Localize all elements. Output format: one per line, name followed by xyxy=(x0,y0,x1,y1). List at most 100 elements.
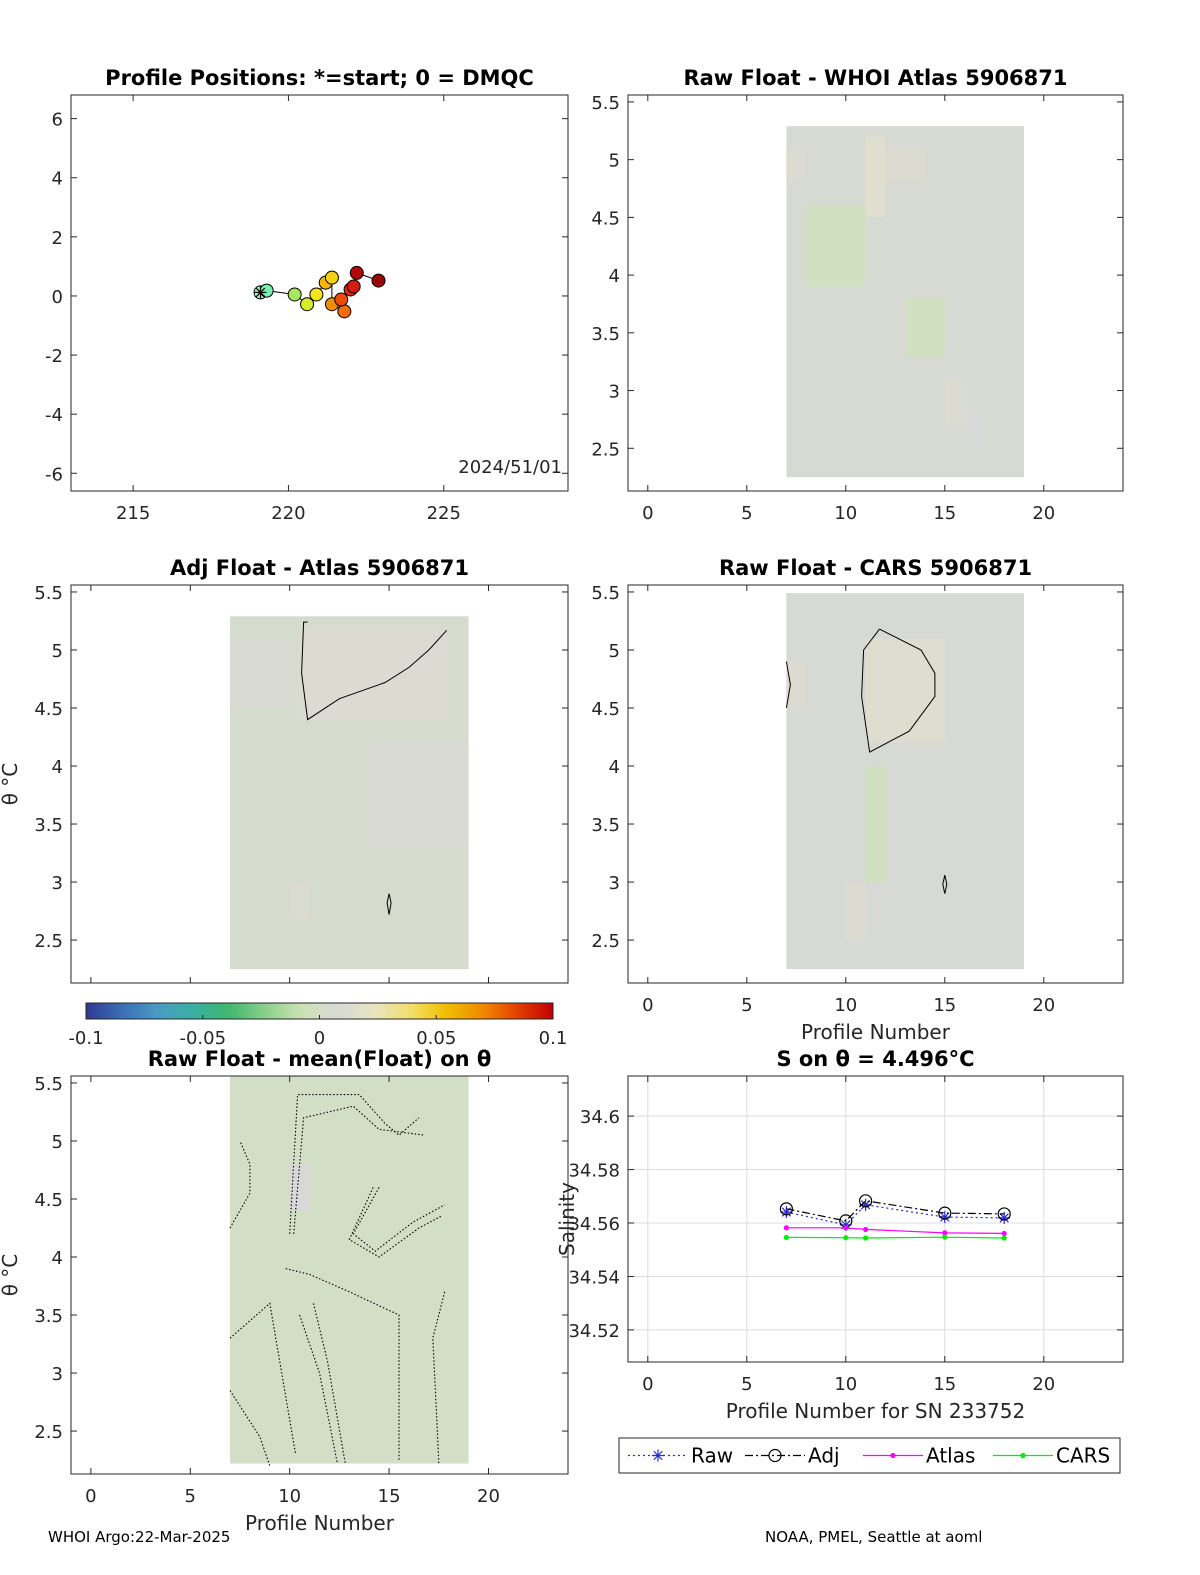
axes-frame xyxy=(627,1075,1124,1363)
footer-right: NOAA, PMEL, Seattle at aoml xyxy=(765,1528,983,1546)
footer-left: WHOI Argo:22-Mar-2025 xyxy=(48,1528,231,1546)
x-tick-label: 0 xyxy=(642,1374,653,1395)
profile-point xyxy=(300,297,315,312)
y-tick-label: 4 xyxy=(52,169,63,190)
profile-point xyxy=(337,304,352,319)
data-point xyxy=(783,1225,790,1231)
y-tick-label: 2.5 xyxy=(34,931,63,952)
y-tick-label: 3.5 xyxy=(591,815,620,836)
y-tick-label: 34.6 xyxy=(580,1107,620,1128)
legend-label: CARS xyxy=(1056,1444,1110,1468)
data-point xyxy=(783,1234,790,1241)
x-tick-label: 10 xyxy=(278,1486,301,1507)
x-tick-label: 0 xyxy=(642,995,653,1016)
y-tick-label: 5.5 xyxy=(34,583,63,604)
salinity-legend: Raw Adj Atlas CARS xyxy=(618,1437,1121,1474)
y-tick-label: 3 xyxy=(52,1364,63,1385)
y-tick-label: 3.5 xyxy=(34,1306,63,1327)
contour-line xyxy=(785,661,791,709)
data-point xyxy=(1001,1230,1007,1237)
axes-frame xyxy=(70,584,569,984)
x-tick-label: 20 xyxy=(1032,503,1055,524)
y-tick-label: 2 xyxy=(52,228,63,249)
x-tick-label: 15 xyxy=(933,1374,956,1395)
legend-item-atlas: Atlas xyxy=(863,1444,975,1468)
x-tick-label: 20 xyxy=(477,1486,500,1507)
x-tick-label: 5 xyxy=(741,503,752,524)
x-axis-label: Profile Number for SN 233752 xyxy=(726,1399,1025,1423)
profile-point xyxy=(324,270,339,285)
series-line xyxy=(786,1227,1005,1234)
profile-point xyxy=(334,292,349,307)
y-tick-label: 3.5 xyxy=(34,815,63,836)
y-tick-label: 5.5 xyxy=(591,583,620,604)
profile-point xyxy=(287,287,302,302)
y-tick-label: 4 xyxy=(609,757,620,778)
heatmap-cell xyxy=(786,148,807,183)
y-tick-label: 3 xyxy=(609,382,620,403)
data-point xyxy=(780,1206,793,1219)
date-annotation: 2024/51/01 xyxy=(458,457,562,478)
heatmap-cell xyxy=(845,882,866,941)
profile-point xyxy=(346,279,361,294)
star-stroke xyxy=(999,1213,1009,1223)
panel-raw-float-cars: 0 5 10 15 20 2.5 3 3.5 4 4.5 5 5.5 Raw Float - CARS … xyxy=(591,556,1124,1044)
series-adj xyxy=(779,1194,1011,1228)
y-axis-label: θ °C xyxy=(0,1254,22,1297)
y-tick-label: -2 xyxy=(45,346,63,367)
data-point xyxy=(942,1230,948,1236)
chart-title: Raw Float - WHOI Atlas 5906871 xyxy=(683,66,1067,90)
chart-title: Raw Float - mean(Float) on θ xyxy=(148,1047,492,1071)
contour-line xyxy=(289,1094,420,1234)
legend-item-raw: Raw xyxy=(628,1444,733,1468)
y-tick-label: 34.52 xyxy=(568,1321,620,1342)
y-tick-label: 4.5 xyxy=(591,699,620,720)
x-tick-label: 20 xyxy=(1032,1374,1055,1395)
y-axis-label: Salinity xyxy=(555,1182,579,1256)
colorbar-tick-label: 0.1 xyxy=(539,1028,568,1049)
y-tick-label: 5 xyxy=(609,641,620,662)
profile-point xyxy=(371,273,386,288)
heatmap-cell xyxy=(944,379,965,426)
data-point xyxy=(863,1235,869,1241)
y-tick-label: 4.5 xyxy=(34,1190,63,1211)
legend-label: Adj xyxy=(808,1444,840,1468)
contour-line xyxy=(285,1268,400,1461)
colorbar-tick-label: -0.05 xyxy=(179,1028,226,1049)
series-line xyxy=(786,1200,1005,1222)
y-tick-label: -4 xyxy=(45,405,63,426)
y-tick-label: 34.58 xyxy=(568,1161,620,1182)
legend-item-cars: CARS xyxy=(993,1444,1110,1468)
y-tick-label: 4 xyxy=(52,1248,63,1269)
data-point xyxy=(652,1449,664,1462)
heatmap-cell xyxy=(230,638,290,708)
y-tick-label: 3.5 xyxy=(591,324,620,345)
legend-label: Atlas xyxy=(926,1444,975,1468)
x-tick-label: 10 xyxy=(834,1374,857,1395)
y-tick-label: 5.5 xyxy=(591,93,620,114)
y-tick-label: 6 xyxy=(52,110,63,131)
contour-line xyxy=(301,621,448,721)
y-tick-label: 3 xyxy=(609,873,620,894)
heatmap-cell xyxy=(865,136,886,218)
y-tick-label: 5 xyxy=(52,641,63,662)
axes-frame xyxy=(627,584,1124,984)
y-tick-label: 2.5 xyxy=(34,1422,63,1443)
heatmap-cell xyxy=(786,661,807,708)
contour-line xyxy=(229,1140,251,1229)
legend-label: Raw xyxy=(691,1444,733,1468)
contour-line xyxy=(299,1314,338,1464)
y-tick-label: 34.54 xyxy=(568,1267,620,1288)
x-tick-label: 0 xyxy=(85,1486,96,1507)
x-tick-label: 10 xyxy=(834,503,857,524)
data-point xyxy=(890,1452,896,1459)
heatmap-cell xyxy=(865,766,886,883)
y-tick-label: 34.56 xyxy=(568,1214,620,1235)
y-tick-label: 4.5 xyxy=(34,699,63,720)
chart-title: Profile Positions: *=start; 0 = DMQC xyxy=(105,66,534,90)
y-tick-label: 3 xyxy=(52,873,63,894)
data-point xyxy=(843,1235,849,1241)
axes-frame xyxy=(70,1075,569,1475)
heatmap-cell xyxy=(369,742,469,848)
